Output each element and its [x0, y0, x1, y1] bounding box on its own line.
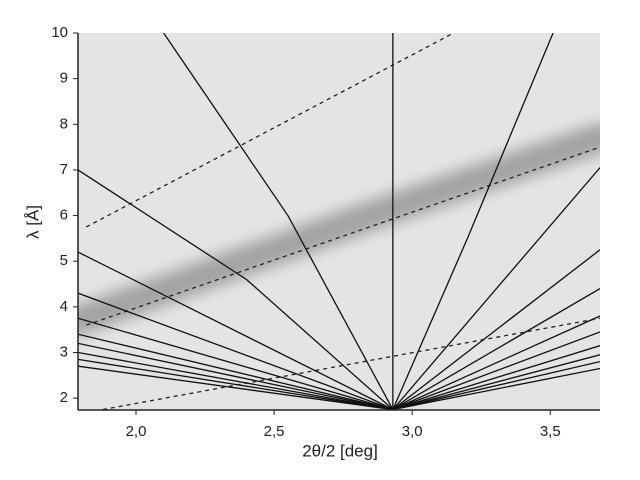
curve [392, 354, 600, 410]
curve [392, 288, 600, 410]
x-tick-label: 3,0 [402, 423, 423, 440]
curve [392, 367, 600, 410]
y-tick-label: 9 [60, 70, 68, 87]
y-tick-label: 6 [60, 207, 68, 224]
x-tick-label: 2,0 [126, 423, 147, 440]
curve [392, 249, 600, 410]
plot-content [78, 33, 600, 410]
curve [78, 251, 394, 410]
y-tick-label: 4 [60, 298, 68, 315]
curve [163, 33, 394, 410]
curve [392, 315, 600, 410]
x-tick-label: 2,5 [264, 423, 285, 440]
curve [78, 169, 394, 410]
curve [78, 365, 393, 410]
x-axis-title: 2θ/2 [deg] [302, 441, 378, 460]
y-tick-label: 10 [51, 24, 68, 41]
curve [392, 360, 600, 410]
curve [392, 331, 600, 410]
curve [392, 33, 554, 410]
y-tick-label: 2 [60, 389, 68, 406]
curve [78, 317, 394, 410]
curve [392, 345, 600, 410]
y-tick-label: 5 [60, 252, 68, 269]
y-tick-label: 8 [60, 115, 68, 132]
curve [78, 333, 394, 410]
curve [78, 358, 393, 410]
curve [86, 146, 600, 326]
y-tick-label: 3 [60, 343, 68, 360]
intensity-band [78, 122, 600, 336]
curve [78, 342, 393, 410]
x-tick-label: 3,5 [540, 423, 561, 440]
y-axis-title: λ [Å] [23, 205, 42, 239]
curve [78, 351, 393, 410]
curve [78, 292, 394, 410]
curve [392, 167, 600, 410]
y-tick-label: 7 [60, 161, 68, 178]
